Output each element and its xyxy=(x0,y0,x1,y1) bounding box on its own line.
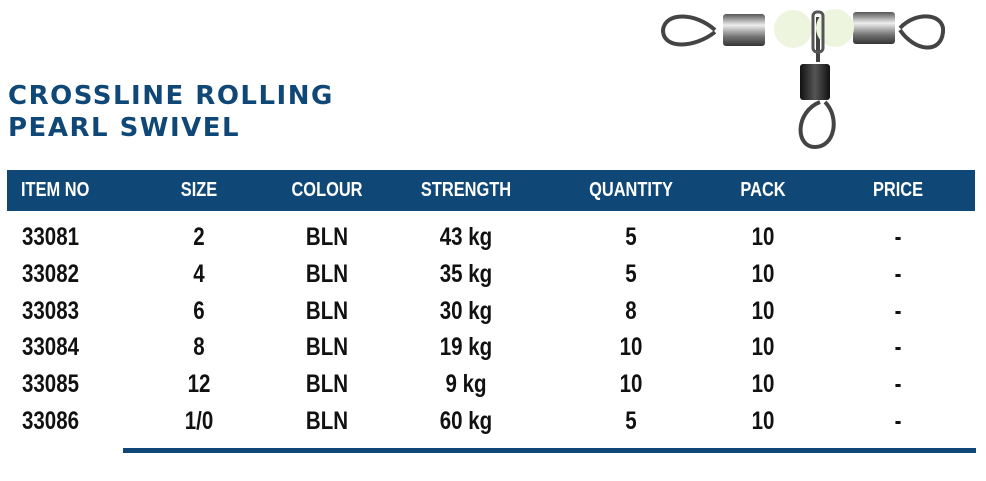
cell-size: 4 xyxy=(193,259,205,288)
cell-price: - xyxy=(894,296,902,325)
cell-price: - xyxy=(894,407,902,435)
cell-price: - xyxy=(894,223,902,251)
cell-pack: 10 xyxy=(751,259,775,288)
title-line-1: CROSSLINE ROLLING xyxy=(8,81,334,111)
cell-colour: BLN xyxy=(305,223,349,251)
cell-colour: BLN xyxy=(305,333,349,362)
table-row: 33085 12 BLN 9 kg 10 10 - xyxy=(0,370,986,407)
title-line-2: PEARL SWIVEL xyxy=(8,113,241,143)
cell-quantity: 5 xyxy=(625,223,637,251)
cell-strength: 19 kg xyxy=(439,333,493,362)
swivel-product-image xyxy=(660,9,945,150)
table-row: 33081 2 BLN 43 kg 5 10 - xyxy=(0,223,986,260)
cell-colour: BLN xyxy=(305,370,349,399)
cell-size: 1/0 xyxy=(184,407,214,435)
table-header: ITEM NO SIZE COLOUR STRENGTH QUANTITY PA… xyxy=(7,170,975,211)
cell-quantity: 10 xyxy=(619,333,643,362)
cell-pack: 10 xyxy=(751,370,775,399)
header-pack: PACK xyxy=(740,179,786,201)
cell-item-no: 33084 xyxy=(22,333,80,362)
bottom-rule xyxy=(123,448,976,453)
cell-size: 12 xyxy=(187,370,211,399)
cell-price: - xyxy=(894,333,902,362)
cell-size: 6 xyxy=(193,296,205,325)
cell-item-no: 33086 xyxy=(22,407,80,435)
cell-price: - xyxy=(894,259,902,288)
cell-colour: BLN xyxy=(305,296,349,325)
table-row: 33084 8 BLN 19 kg 10 10 - xyxy=(0,333,986,370)
cell-quantity: 10 xyxy=(619,370,643,399)
cell-pack: 10 xyxy=(751,407,775,435)
cell-quantity: 5 xyxy=(625,259,637,288)
header-quantity: QUANTITY xyxy=(589,179,673,201)
header-size: SIZE xyxy=(180,179,218,201)
cell-colour: BLN xyxy=(305,407,349,435)
cell-price: - xyxy=(894,370,902,399)
cell-pack: 10 xyxy=(751,333,775,362)
cell-pack: 10 xyxy=(751,296,775,325)
cell-strength: 60 kg xyxy=(439,407,493,435)
cell-pack: 10 xyxy=(751,223,775,251)
cell-item-no: 33081 xyxy=(22,223,80,251)
cell-quantity: 8 xyxy=(625,296,637,325)
cell-size: 2 xyxy=(193,223,205,251)
cell-quantity: 5 xyxy=(625,407,637,435)
cell-strength: 30 kg xyxy=(439,296,493,325)
cell-strength: 35 kg xyxy=(439,259,493,288)
header-item-no: ITEM NO xyxy=(21,179,90,201)
cell-item-no: 33082 xyxy=(22,259,80,288)
cell-colour: BLN xyxy=(305,259,349,288)
cell-item-no: 33085 xyxy=(22,370,80,399)
header-colour: COLOUR xyxy=(291,179,363,201)
cell-strength: 43 kg xyxy=(439,223,493,251)
product-title: CROSSLINE ROLLING PEARL SWIVEL xyxy=(8,80,334,144)
table-row: 33086 1/0 BLN 60 kg 5 10 - xyxy=(0,407,986,444)
cell-item-no: 33083 xyxy=(22,296,80,325)
header-strength: STRENGTH xyxy=(420,179,512,201)
cell-size: 8 xyxy=(193,333,205,362)
table-row: 33083 6 BLN 30 kg 8 10 - xyxy=(0,297,986,334)
header-price: PRICE xyxy=(872,179,924,201)
cell-strength: 9 kg xyxy=(445,370,487,399)
table-row: 33082 4 BLN 35 kg 5 10 - xyxy=(0,260,986,297)
